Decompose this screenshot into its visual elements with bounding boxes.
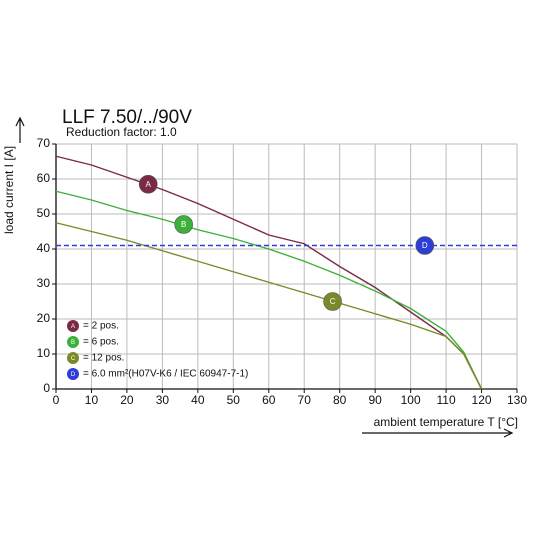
y-arrow <box>15 116 25 143</box>
legend-letter: A <box>71 324 75 330</box>
chart-title: LLF 7.50/../90V <box>62 107 192 128</box>
legend-letter: C <box>71 356 76 362</box>
series-line <box>55 155 483 390</box>
x-tick-label: 70 <box>298 393 312 407</box>
x-tick-label: 20 <box>120 393 134 407</box>
x-tick-label: 0 <box>53 393 60 407</box>
marker-letter: A <box>146 180 152 189</box>
legend-label: = 6 pos. <box>83 337 119 348</box>
series-marker <box>323 292 342 311</box>
y-tick-label: 70 <box>37 136 51 150</box>
legend-swatch <box>67 368 79 380</box>
y-axis-label: load current I [A] <box>2 146 16 234</box>
series-line <box>55 190 483 390</box>
x-tick-label: 40 <box>191 393 205 407</box>
y-tick-label: 10 <box>37 346 51 360</box>
y-tick-label: 30 <box>37 276 51 290</box>
x-tick-label: 110 <box>437 393 456 407</box>
legend-letter: D <box>71 372 76 378</box>
series-marker <box>415 236 435 255</box>
y-tick-label: 60 <box>37 171 51 185</box>
x-tick-label: 80 <box>333 393 347 407</box>
x-arrow <box>362 428 514 438</box>
series-line <box>55 222 483 390</box>
legend-letter: B <box>71 340 75 346</box>
x-axis-label: ambient temperature T [°C] <box>374 415 518 429</box>
legend-swatch <box>67 352 79 364</box>
x-tick-label: 50 <box>227 393 241 407</box>
x-tick-label: 100 <box>401 393 421 407</box>
legend-label: = 2 pos. <box>83 321 119 332</box>
x-tick-label: 130 <box>507 393 527 407</box>
x-tick-label: 30 <box>156 393 170 407</box>
x-tick-label: 120 <box>472 393 492 407</box>
x-tick-label: 60 <box>262 393 276 407</box>
legend-swatch <box>67 320 79 332</box>
legend-swatch <box>67 336 79 348</box>
x-tick-label: 90 <box>368 393 382 407</box>
legend-label: = 12 pos. <box>83 353 124 364</box>
series-marker <box>174 215 193 234</box>
y-tick-label: 50 <box>37 206 51 220</box>
series-marker <box>138 174 158 194</box>
y-tick-label: 0 <box>43 381 50 395</box>
marker-letter: C <box>330 297 336 306</box>
y-tick-label: 40 <box>37 241 51 255</box>
chart-subtitle: Reduction factor: 1.0 <box>66 125 177 139</box>
marker-letter: D <box>422 241 428 250</box>
y-tick-label: 20 <box>37 311 51 325</box>
legend-label: = 6.0 mm²(H07V-K6 / IEC 60947-7-1) <box>83 369 248 380</box>
x-tick-label: 10 <box>85 393 99 407</box>
marker-letter: B <box>181 220 186 229</box>
